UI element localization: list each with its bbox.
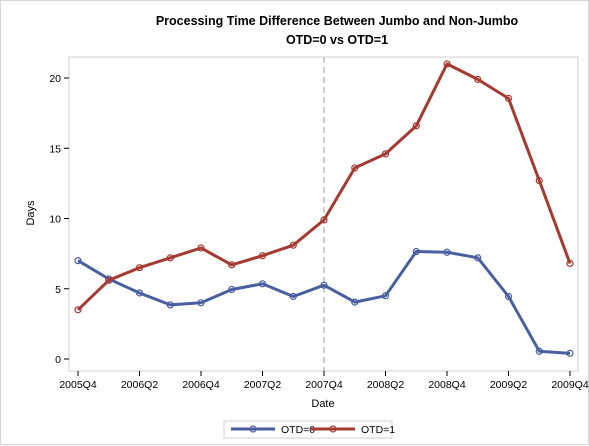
data-point	[320, 216, 328, 224]
x-tick-label: 2007Q4	[305, 379, 343, 391]
legend-marker	[329, 425, 337, 433]
data-point	[105, 276, 113, 284]
y-tick-label: 15	[49, 143, 61, 155]
legend-label: OTD=1	[361, 424, 395, 436]
data-point	[135, 289, 144, 297]
x-tick-label: 2008Q2	[367, 379, 405, 391]
data-point	[320, 281, 328, 289]
x-tick-label: 2006Q2	[121, 379, 159, 391]
legend-box	[223, 420, 393, 439]
data-point	[197, 299, 205, 307]
y-tick-label: 20	[49, 73, 61, 85]
series-line-otd0	[77, 250, 571, 355]
x-tick-label: 2005Q4	[59, 379, 97, 391]
data-point	[412, 122, 420, 130]
data-point	[535, 347, 543, 355]
data-point	[197, 244, 205, 252]
data-point	[566, 259, 574, 268]
y-tick-label: 0	[55, 354, 61, 366]
data-point	[381, 150, 390, 158]
data-point	[443, 60, 451, 68]
data-point	[412, 247, 420, 256]
x-axis: 2005Q4 2006Q2 2006Q4 2007Q2 2007Q4 2008Q2 2008…	[59, 371, 589, 391]
data-point	[74, 306, 82, 314]
series-line-otd1	[76, 62, 572, 311]
y-tick-label: 5	[55, 284, 61, 296]
data-point	[351, 164, 359, 172]
data-point	[135, 264, 144, 272]
x-tick-label: 2007Q2	[244, 379, 282, 391]
data-point	[351, 298, 359, 306]
data-point	[228, 261, 236, 269]
y-tick-label: 10	[49, 214, 61, 226]
legend: OTD=0 OTD=1	[231, 424, 395, 436]
data-point	[443, 248, 451, 256]
legend-label: OTD=0	[281, 424, 315, 436]
data-point	[74, 257, 82, 265]
x-axis-label: Date	[311, 398, 334, 410]
data-point	[166, 254, 174, 262]
data-point	[566, 349, 574, 357]
data-point	[258, 280, 267, 288]
x-tick-label: 2009Q2	[490, 379, 528, 391]
data-point	[504, 292, 513, 301]
x-tick-label: 2009Q4	[551, 379, 589, 391]
data-point	[504, 94, 513, 102]
data-point	[228, 285, 236, 294]
plot-area-border	[68, 56, 579, 372]
y-axis: 0 5 10 15 20	[49, 73, 69, 366]
data-point	[258, 252, 267, 260]
y-axis-label: Days	[25, 200, 37, 226]
data-point	[474, 254, 482, 262]
data-point	[166, 301, 174, 309]
data-point	[535, 176, 543, 185]
series-group	[74, 60, 574, 357]
legend-marker	[249, 425, 257, 433]
data-point	[474, 75, 482, 84]
chart-title: Processing Time Difference Between Jumbo…	[156, 14, 519, 28]
data-point	[289, 292, 297, 301]
x-tick-label: 2008Q4	[428, 379, 466, 391]
data-point	[289, 241, 297, 249]
chart-subtitle: OTD=0 vs OTD=1	[286, 33, 388, 47]
x-tick-label: 2006Q4	[182, 379, 220, 391]
data-point	[381, 292, 390, 300]
